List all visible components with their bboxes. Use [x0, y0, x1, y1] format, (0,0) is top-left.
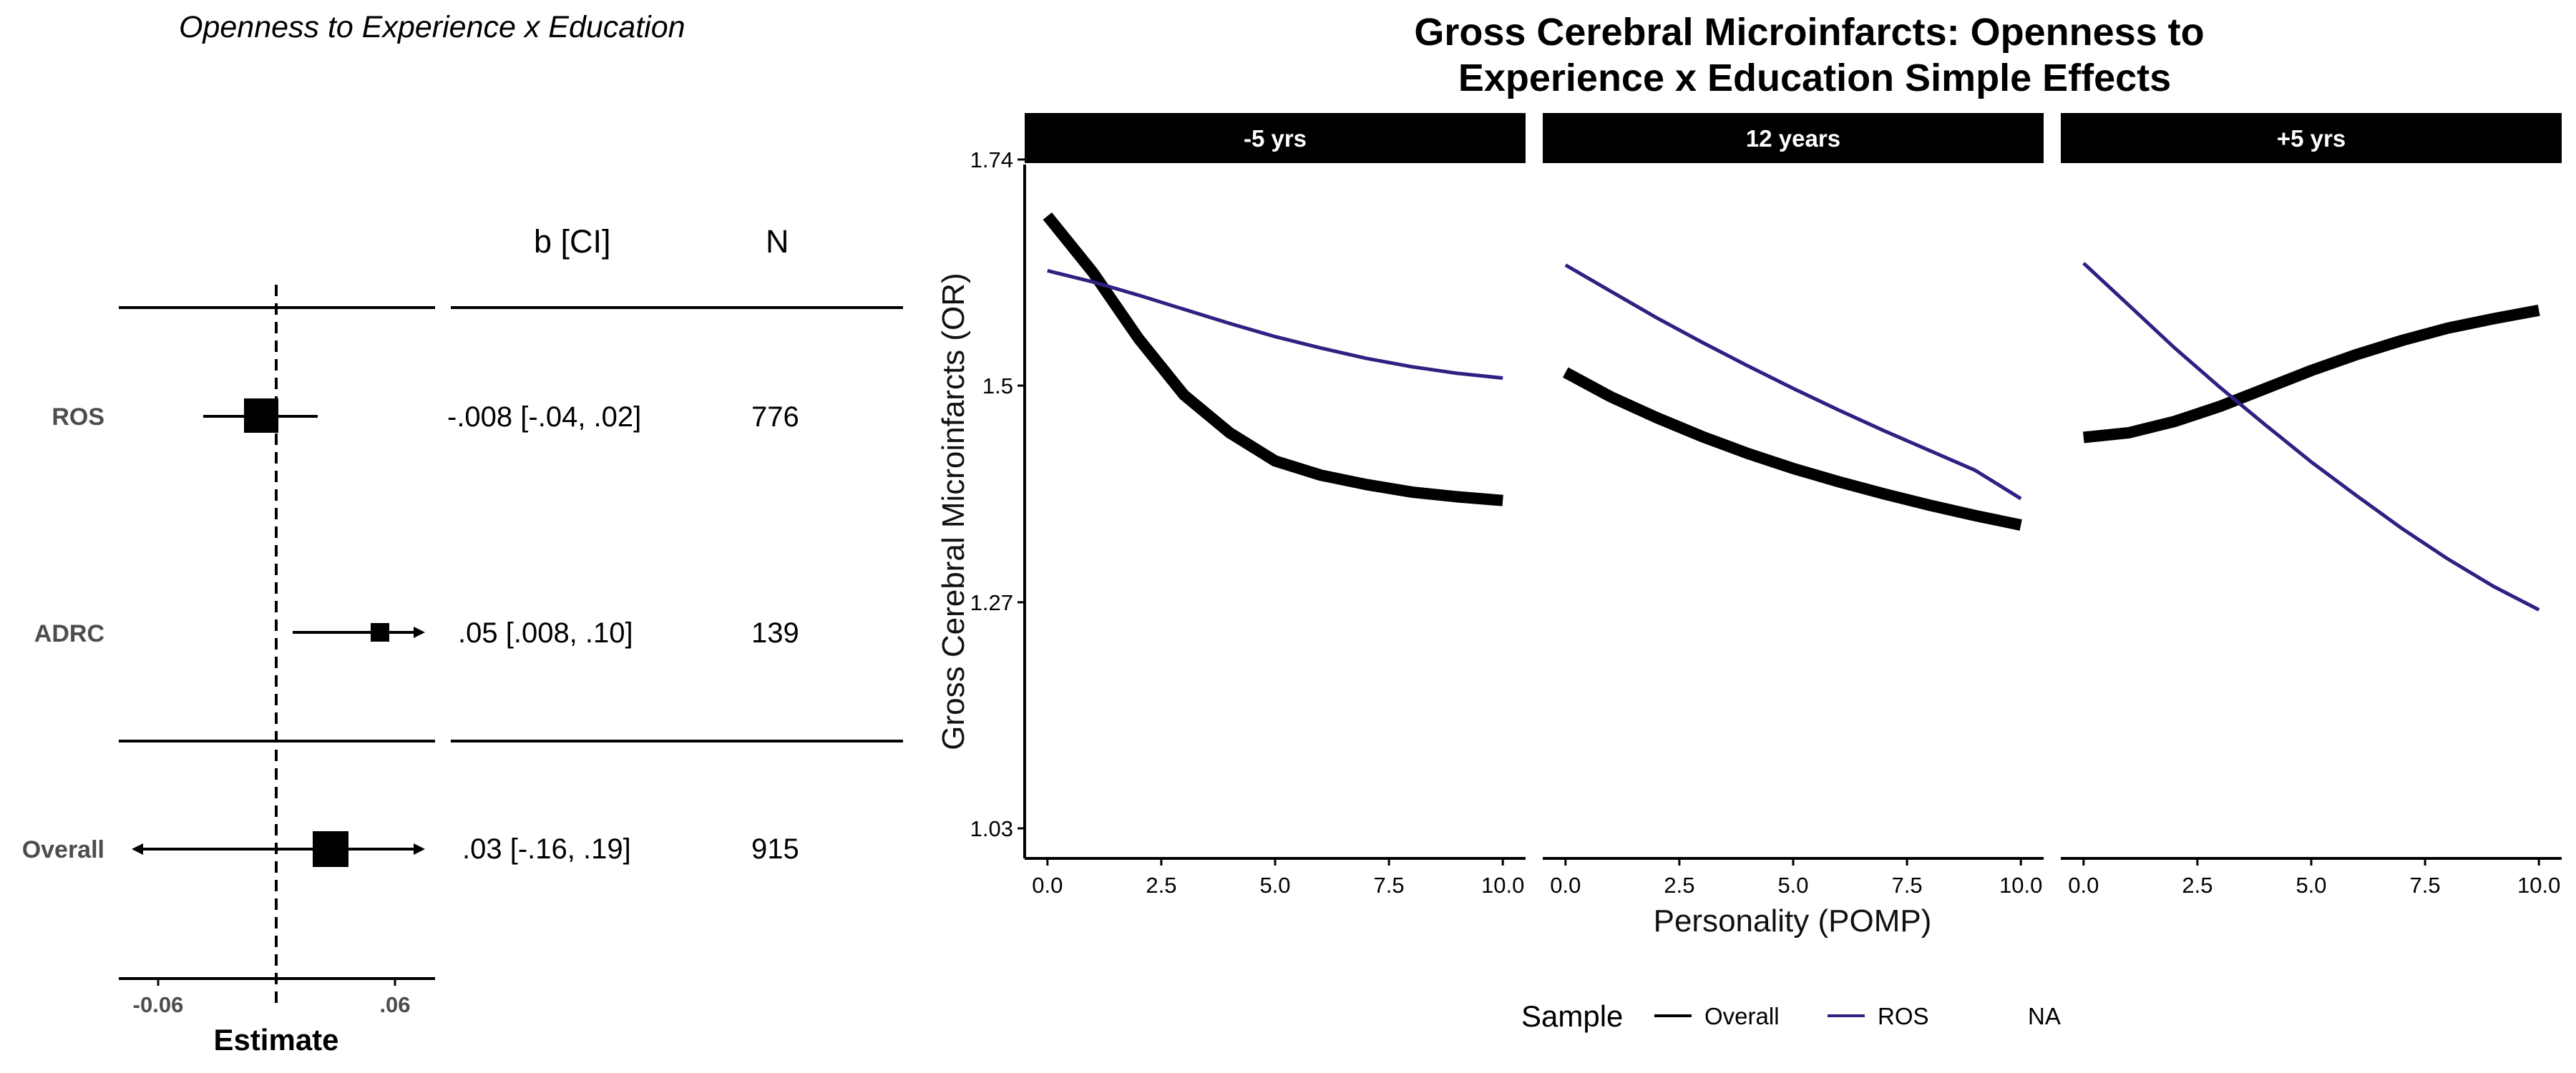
series-line-overall: [1563, 367, 2022, 531]
x-tick-label: 2.5: [1146, 873, 1176, 898]
forest-plot: Openness to Experience x Education b [CI…: [22, 10, 903, 1057]
facet-strip-label: -5 yrs: [1244, 125, 1307, 152]
x-tick-label: 5.0: [1259, 873, 1290, 898]
ros-estimate-text: -.008 [-.04, .02]: [447, 401, 641, 433]
x-tick-label: 10.0: [1481, 873, 1524, 898]
overall-ci-arrowhead-right: [414, 843, 425, 855]
x-tick-label: 7.5: [1374, 873, 1405, 898]
facet-panel: -5 yrs 0.0 2.5 5.0 7.5 10.0: [1025, 113, 1526, 898]
facet-strip: [2061, 113, 2562, 163]
x-tick-label: 10.0: [1999, 873, 2042, 898]
y-tick-label: 1.5: [982, 373, 1013, 398]
ros-point: [244, 398, 278, 433]
facet-line-chart: Gross Cerebral Microinfarcts: Openness t…: [936, 11, 2562, 1033]
facet-strip-label: 12 years: [1746, 125, 1840, 152]
forest-title: Openness to Experience x Education: [179, 10, 686, 44]
x-tick-label: 2.5: [1664, 873, 1694, 898]
overall-estimate-text: .03 [-.16, .19]: [462, 833, 631, 865]
adrc-n: 139: [751, 617, 799, 649]
estimate-column-header: b [CI]: [534, 223, 611, 260]
x-tick-label: 7.5: [1892, 873, 1923, 898]
x-tick-label: 7.5: [2410, 873, 2441, 898]
facet-panel: +5 yrs 0.0 2.5 5.0 7.5 10.0: [2061, 113, 2562, 898]
facet-strip: [1543, 113, 2044, 163]
forest-row-ros: [203, 398, 318, 433]
x-tick-label: 2.5: [2182, 873, 2212, 898]
adrc-point: [371, 623, 389, 642]
row-label-ros: ROS: [52, 403, 104, 431]
overall-n: 915: [751, 833, 799, 865]
forest-row-overall: [132, 831, 425, 867]
forest-x-axis-title: Estimate: [213, 1023, 338, 1057]
series-line-ros: [2082, 262, 2540, 612]
legend-label-na: NA: [2028, 1003, 2061, 1029]
facet-panel: 12 years 0.0 2.5 5.0 7.5 10.0: [1543, 113, 2044, 898]
x-tick-label: 0.0: [1032, 873, 1063, 898]
series-line-overall: [2082, 304, 2540, 444]
legend-title: Sample: [1521, 999, 1623, 1033]
x-axis-title: Personality (POMP): [1654, 903, 1932, 939]
overall-point: [313, 831, 348, 867]
series-line-overall: [1043, 212, 1503, 506]
row-label-adrc: ADRC: [34, 620, 104, 647]
x-tick-label: 0.0: [1550, 873, 1581, 898]
x-tick-label: 0.0: [2068, 873, 2099, 898]
series-line-ros: [1564, 263, 2022, 501]
row-label-overall: Overall: [22, 836, 104, 863]
x-tick-label: 5.0: [2296, 873, 2326, 898]
y-tick-label: 1.27: [970, 590, 1013, 615]
ros-n: 776: [751, 401, 799, 433]
legend-label-overall: Overall: [1704, 1003, 1780, 1029]
forest-row-adrc: [293, 623, 425, 642]
forest-x-tick-label-left: -0.06: [133, 992, 184, 1017]
overall-ci-arrowhead-left: [132, 843, 143, 855]
x-tick-label: 5.0: [1777, 873, 1808, 898]
facet-strip: [1025, 113, 1526, 163]
forest-x-tick-label-right: .06: [379, 992, 410, 1017]
series-line-ros: [1047, 268, 1503, 380]
y-tick-label: 1.74: [970, 147, 1013, 172]
adrc-estimate-text: .05 [.008, .10]: [458, 617, 633, 649]
chart-title: Gross Cerebral Microinfarcts: Openness t…: [1414, 11, 2215, 99]
adrc-ci-arrowhead: [414, 627, 425, 638]
n-column-header: N: [766, 223, 789, 260]
y-axis-title: Gross Cerebral Microinfarcts (OR): [936, 273, 971, 750]
legend-label-ros: ROS: [1878, 1003, 1929, 1029]
x-tick-label: 10.0: [2517, 873, 2560, 898]
facet-strip-label: +5 yrs: [2277, 125, 2346, 152]
y-tick-label: 1.03: [970, 816, 1013, 841]
